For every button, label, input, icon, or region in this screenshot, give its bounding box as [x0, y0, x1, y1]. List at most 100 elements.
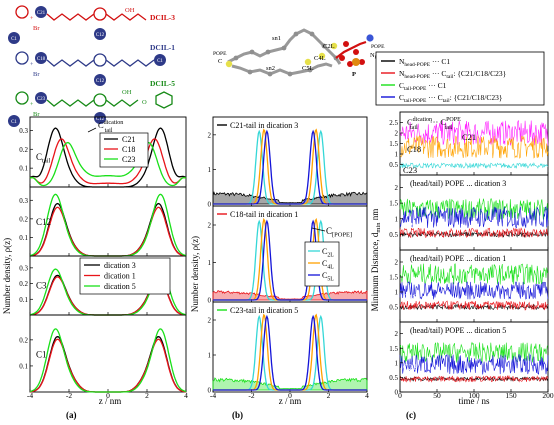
c12-atom-icon: [94, 28, 106, 40]
cpope-annotation: C[POPE]: [326, 226, 352, 239]
imidazolium-ring-icon: [15, 51, 29, 65]
c12-atom-icon: [94, 112, 106, 124]
y-tick-label: 1.5: [389, 345, 398, 353]
x-tick-label: -2: [248, 391, 254, 400]
oxygen-atoms: [339, 41, 365, 67]
y-tick-label: 1: [208, 259, 212, 267]
legend-entry: Ctail-POPE ··· C1: [399, 81, 447, 92]
c1-atom-icon: [8, 115, 20, 127]
c4l-atom-icon: [318, 52, 326, 60]
series-line-c5l: [213, 129, 367, 205]
legend-entry-main: N: [399, 57, 405, 66]
row-title-2: ··· C: [428, 117, 447, 127]
sn1-chain: [227, 28, 342, 65]
c12-atom-icon: [94, 74, 106, 86]
legend-b-label-sub: 2L: [327, 252, 334, 258]
structure-dcil5: C23 C12 Br + OH O C1 DCIL-5: [8, 79, 175, 127]
y-tick-label: 0.3: [19, 127, 28, 135]
series-line-dication-5: [29, 328, 187, 393]
legend-entry-rest: ··· C1: [430, 57, 450, 66]
annotation-arrow: [87, 127, 97, 133]
series-trace: [399, 374, 549, 383]
nitrogen-atom-icon: [366, 34, 374, 42]
y-tick-label: 2: [395, 130, 399, 138]
dcil5-chain: [105, 99, 139, 107]
ctail-dication-annotation-main: C: [98, 120, 104, 130]
dcil5-br-label: Br: [33, 111, 40, 118]
legend-b-label-main: C: [322, 271, 327, 280]
legend-entry-sub: tail-POPE: [404, 98, 427, 104]
row-title2-sup: POPE: [446, 117, 461, 123]
y-tick-label: 0.5: [389, 231, 398, 239]
dcil3-c21-label: C21: [37, 11, 46, 16]
pope-right-label: POPE: [371, 44, 385, 50]
series-line-dication-1: [29, 206, 187, 257]
dcil5-linker: [46, 99, 95, 107]
x-tick-label: 2: [145, 391, 149, 400]
dcil1-c12-label: C12: [96, 79, 105, 84]
p-label: P: [352, 71, 356, 78]
tail-density-fill: [212, 377, 368, 391]
legend-b-label-sub: 4L: [327, 264, 334, 270]
legend-entry-rest: ··· C: [430, 69, 446, 78]
structure-dcil1: C18 C12 Br + C1 DCIL-1: [15, 43, 175, 86]
series-line-c23: [29, 141, 187, 187]
dcil3-ester-chain: [105, 13, 147, 21]
series-trace: [399, 227, 549, 239]
series-line-dication-5: [29, 193, 187, 257]
dcil1-c18-label: C18: [37, 57, 46, 62]
row-title: (head/tail) POPE ... dication 3: [410, 179, 506, 188]
x-tick-label: 0: [398, 391, 402, 400]
y-tick-label: 2: [208, 131, 212, 139]
x-tick-label: 100: [468, 391, 480, 400]
legend-b-label: C5L: [322, 271, 334, 282]
legend-entry-main: N: [399, 69, 405, 78]
tail-density-fill: [212, 290, 368, 301]
c4l-label: C4L: [314, 55, 326, 62]
panel-b: 0 1 2 C21-tail in dication 3 0 1 2 C18-tail in …: [208, 116, 369, 400]
pope-top-label: POPE: [213, 51, 227, 57]
row-label-main: C3: [36, 280, 47, 290]
legend-top-label: C18: [122, 145, 135, 154]
chain-atoms: [233, 31, 339, 77]
legend-top-label: C23: [122, 155, 135, 164]
row-title2-sub: tail: [445, 125, 453, 131]
legend-entry-rest2: : {C21/C18/C23}: [453, 69, 506, 78]
x-tick-label: -4: [210, 391, 216, 400]
legend-entry-rest: ··· C: [426, 93, 442, 102]
y-tick-label: 2: [208, 317, 212, 325]
series-label: C23: [403, 362, 417, 372]
dcil3-br-label: Br: [33, 25, 40, 32]
legend-entry-main: C: [399, 81, 404, 90]
c18-atom-icon: [35, 52, 47, 64]
y-tick-label: 0.2: [19, 146, 28, 154]
x-tick-label: 50: [433, 391, 441, 400]
y-tick-label: 0: [208, 201, 212, 209]
dcil3-linker: [46, 13, 95, 21]
row-title-sup: dication: [413, 117, 432, 123]
c1-atom-icon: [8, 32, 20, 44]
series-label-c18: C18: [407, 144, 421, 154]
imidazolium-ring-icon: [93, 7, 107, 21]
series-line-c5l: [213, 314, 367, 391]
dcil5-c1-label: C1: [11, 120, 17, 125]
x-tick-label: -2: [66, 391, 72, 400]
series-trace: [399, 341, 549, 364]
legend-entry: Nhead-POPE ··· C1: [399, 57, 450, 68]
row-label: C1: [36, 349, 47, 359]
series-trace: [399, 280, 549, 300]
dcil3-c12-label: C12: [96, 33, 105, 38]
row-title-sub: tail: [410, 125, 418, 131]
row-title: C21-tail in dication 3: [230, 121, 298, 130]
dcil1-plus: +: [30, 62, 34, 68]
imidazolium-ring-icon: [93, 53, 107, 67]
panel-b-letter: (b): [232, 410, 243, 420]
row-title: C18-tail in dication 1: [230, 210, 298, 219]
ctail-dication-annotation-sup: dication: [104, 120, 124, 126]
legend-entry-sub2: tail: [443, 98, 450, 104]
panel-a-row-frame: [29, 314, 187, 393]
series-trace: [399, 263, 549, 286]
y-tick-label: 1.5: [389, 200, 398, 208]
y-tick-label: 1.5: [389, 274, 398, 282]
